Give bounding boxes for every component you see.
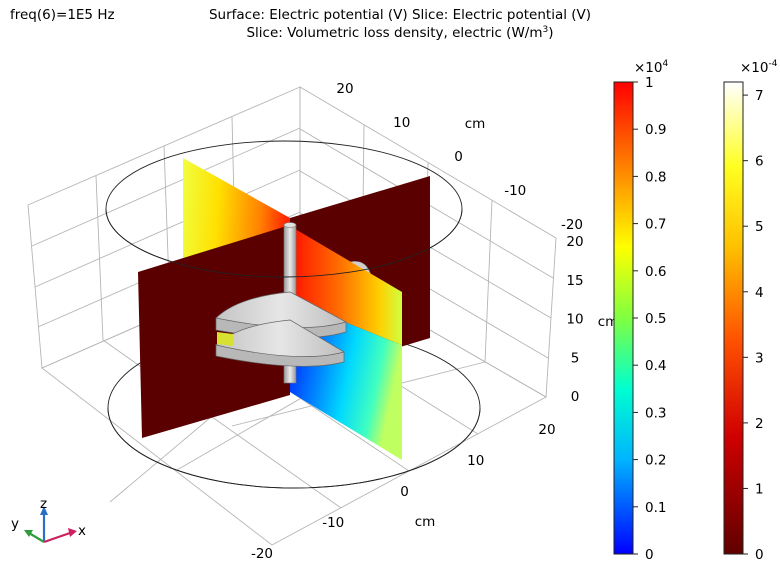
- plot-title-line2: Slice: Volumetric loss density, electric…: [246, 25, 553, 41]
- triad-z-arrow-icon: [40, 506, 48, 515]
- colorbar-loss-density: [723, 81, 744, 555]
- x-axis-unit: cm: [415, 514, 436, 530]
- colorbar-potential-tick-label: 0.3: [645, 405, 666, 421]
- loss-slice-left: [138, 225, 290, 438]
- z-axis-unit: cm: [598, 314, 619, 330]
- z-tick-label: 15: [566, 273, 583, 289]
- colorbar-potential-tick-label: 0.6: [645, 264, 666, 280]
- y-axis-unit: cm: [465, 116, 486, 132]
- title-line2-main: Slice: Volumetric loss density, electric…: [246, 25, 542, 41]
- triad-z-label: z: [40, 496, 47, 512]
- colorbar-loss-tick-label: 1: [755, 481, 764, 497]
- z-tick-label: 0: [571, 389, 580, 405]
- cylinder-front-arcs: [105, 208, 481, 489]
- colorbar-potential: [613, 81, 634, 555]
- rod-top-cap: [283, 222, 297, 228]
- x-tick-label: 20: [538, 422, 555, 438]
- y-axis-ticks: -20 -10 0 10 20: [336, 81, 583, 233]
- colorbar-potential-tick-label: 0.9: [645, 122, 666, 138]
- x-tick-label: 10: [467, 453, 484, 469]
- colorbar-loss-multiplier: ×10-4: [740, 59, 778, 76]
- disk-gap-highlight: [217, 332, 233, 346]
- cb1-mult-base: ×10: [634, 60, 663, 76]
- colorbar-potential-tick-label: 0.8: [645, 169, 666, 185]
- y-tick-label: 20: [336, 81, 353, 97]
- colorbar-loss-tick-label: 6: [755, 154, 764, 170]
- colorbar-potential-multiplier: ×104: [634, 59, 669, 76]
- cb2-mult-base: ×10: [740, 60, 769, 76]
- colorbar-potential-tick-label: 0: [645, 547, 654, 563]
- colorbar-loss-tick-label: 7: [755, 88, 764, 104]
- colorbar-loss-tick-label: 4: [755, 285, 764, 301]
- plot-title-line1: Surface: Electric potential (V) Slice: E…: [209, 7, 591, 23]
- x-tick-label: -10: [322, 515, 344, 531]
- colorbar-potential-tick-label: 0.7: [645, 217, 666, 233]
- colorbar-potential-tick-label: 0.1: [645, 500, 666, 516]
- z-tick-label: 10: [566, 312, 583, 328]
- triad-x-label: x: [78, 523, 86, 539]
- colorbar-loss-tick-label: 2: [755, 416, 764, 432]
- colorbar-loss-ticks: 0 1 2 3 4 5 6 7: [743, 88, 764, 563]
- colorbar-potential-ticks: 0 0.1 0.2 0.3 0.4 0.5 0.6 0.7 0.8 0.9 1: [633, 75, 666, 563]
- coordinate-triad: z x y: [11, 496, 86, 544]
- title-line2-end: ): [548, 25, 553, 41]
- triad-x-arrow-icon: [68, 528, 77, 537]
- y-tick-label: 10: [393, 115, 410, 131]
- x-tick-label: 0: [400, 484, 409, 500]
- y-tick-label: 0: [454, 149, 463, 165]
- z-tick-label: 20: [566, 234, 583, 250]
- z-axis-ticks: 0 5 10 15 20: [566, 234, 583, 405]
- title-line2-sup: 3: [543, 25, 549, 35]
- colorbar-potential-tick-label: 0.4: [645, 358, 666, 374]
- y-tick-label: -10: [504, 183, 526, 199]
- lower-disk-top: [215, 319, 345, 357]
- colorbar-potential-tick-label: 1: [645, 75, 654, 91]
- colorbar-loss-tick-label: 0: [755, 547, 764, 563]
- triad-y-axis: [28, 532, 45, 543]
- colorbar-potential-tick-label: 0.2: [645, 453, 666, 469]
- potential-slice-front-top: [290, 226, 402, 345]
- triad-y-arrow-icon: [24, 530, 33, 537]
- x-axis-ticks: -20 -10 0 10 20: [251, 422, 556, 562]
- parameter-label: freq(6)=1E5 Hz: [10, 7, 115, 23]
- x-tick-label: -20: [251, 546, 273, 562]
- z-tick-label: 5: [571, 350, 580, 366]
- y-tick-label: -20: [561, 217, 583, 233]
- colorbar-loss-tick-label: 3: [755, 350, 764, 366]
- cb1-mult-exp: 4: [663, 59, 669, 69]
- colorbar-potential-tick-label: 0.5: [645, 311, 666, 327]
- triad-y-label: y: [11, 516, 19, 532]
- colorbar-loss-tick-label: 5: [755, 219, 764, 235]
- triad-x-axis: [43, 531, 71, 544]
- cb2-mult-exp: -4: [769, 59, 778, 69]
